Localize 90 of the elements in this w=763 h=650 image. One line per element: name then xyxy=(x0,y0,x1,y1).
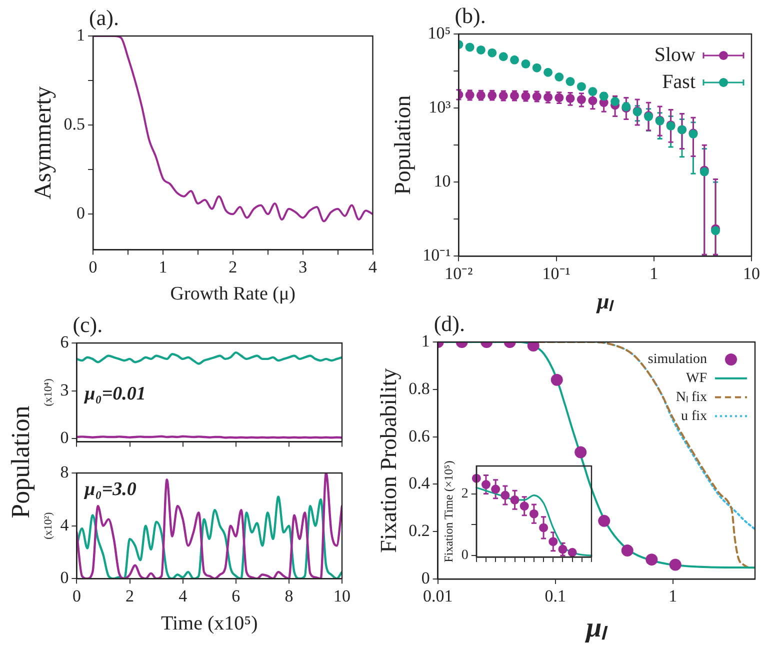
point xyxy=(521,59,530,68)
y-tick-label: 0.5 xyxy=(64,114,86,134)
legend-label: Nₗ fix xyxy=(676,390,707,405)
point xyxy=(539,523,548,532)
y-tick-label: 0 xyxy=(60,568,69,588)
y-tick-label: 3 xyxy=(60,380,69,400)
point xyxy=(566,94,575,103)
point xyxy=(510,55,519,64)
point xyxy=(500,490,510,500)
point xyxy=(566,77,575,86)
x-tick-label: 4 xyxy=(178,586,188,606)
line-series xyxy=(93,36,373,222)
legend-label: WF xyxy=(686,371,708,386)
point xyxy=(548,537,558,546)
point xyxy=(488,48,497,58)
x-tick-label: 4 xyxy=(368,257,378,276)
line-series xyxy=(76,351,342,365)
y-tick-label: 6 xyxy=(60,332,69,352)
legend-label: Fast xyxy=(662,70,696,93)
x-tick-label: 3 xyxy=(298,257,308,276)
x-tick-label: 6 xyxy=(232,586,240,606)
y-axis-title: Asymmerty xyxy=(30,86,57,200)
point xyxy=(576,82,586,92)
y-axis-title: Fixation Time (×10⁵) xyxy=(441,460,456,562)
chart-title: (c). xyxy=(72,312,103,337)
x-tick-label: 1 xyxy=(650,264,658,283)
point xyxy=(558,544,568,554)
point xyxy=(498,52,508,62)
x-tick-label: 10⁻² xyxy=(444,264,473,283)
point xyxy=(568,548,577,557)
x-tick-label: 10 xyxy=(334,586,350,606)
point xyxy=(491,484,500,494)
point xyxy=(465,42,474,52)
point xyxy=(588,96,598,106)
legend-label: u fix xyxy=(680,408,707,424)
x-tick-label: 10⁻¹ xyxy=(542,264,570,283)
y-tick-label: 1 xyxy=(421,331,430,350)
point xyxy=(574,446,587,458)
point xyxy=(520,502,529,511)
y-tick-label: 10 xyxy=(434,172,451,191)
x-axis-title: μₗ xyxy=(596,288,614,314)
chart-title: (a). xyxy=(89,4,119,30)
y-tick-label: 0 xyxy=(421,568,430,588)
y-tick-label: 0.8 xyxy=(408,378,430,398)
y-tick-label: 0.2 xyxy=(408,521,430,540)
point xyxy=(532,63,542,72)
x-tick-label: 0.1 xyxy=(544,586,566,606)
x-tick-label: 8 xyxy=(284,586,294,606)
y-tick-label: 4 xyxy=(60,515,70,534)
y-axis-title: (x10⁴) xyxy=(42,378,54,406)
line-series xyxy=(76,473,342,579)
legend-label: simulation xyxy=(648,352,707,368)
point xyxy=(529,509,538,518)
point xyxy=(544,68,553,77)
y-axis-title: Fixation Probability xyxy=(376,368,401,553)
point xyxy=(481,480,490,490)
annotation: μ₀=3.0 xyxy=(84,478,137,500)
legend-label: Slow xyxy=(654,44,696,66)
y-tick-label: 10³ xyxy=(428,98,451,117)
x-tick-label: 2 xyxy=(126,586,134,606)
y-tick-label: 0 xyxy=(60,428,69,448)
point xyxy=(646,554,658,566)
point xyxy=(476,45,486,54)
x-tick-label: 2 xyxy=(228,257,238,276)
x-axis-title: Growth Rate (μ) xyxy=(170,284,296,305)
x-tick-label: 1 xyxy=(668,586,678,606)
point xyxy=(510,495,520,504)
text: Population xyxy=(6,406,35,518)
y-tick-label: 10⁵ xyxy=(428,23,451,42)
x-tick-label: 1 xyxy=(158,257,168,276)
point xyxy=(576,95,586,104)
annotation: μ₀=0.01 xyxy=(84,383,146,404)
y-axis-title: (x10²) xyxy=(42,512,54,540)
y-tick-label: 1 xyxy=(76,25,86,44)
point xyxy=(554,72,564,82)
x-tick-label: 0.01 xyxy=(422,586,453,606)
y-tick-label: 0.6 xyxy=(408,426,430,446)
chart-title: (d). xyxy=(434,310,466,336)
point xyxy=(669,558,682,571)
x-tick-label: 0 xyxy=(88,257,98,276)
y-axis-title: Population xyxy=(390,94,415,195)
y-tick-label: 0.4 xyxy=(408,474,430,493)
x-axis-title: μₗ xyxy=(584,612,609,644)
point xyxy=(621,544,634,557)
y-tick-label: 0 xyxy=(76,204,86,223)
point xyxy=(598,514,610,527)
y-tick-label: 8 xyxy=(60,462,69,482)
chart-title: (b). xyxy=(454,2,486,28)
x-axis-title: Time (x10⁵) xyxy=(160,612,258,634)
x-tick-label: 10 xyxy=(743,264,760,283)
